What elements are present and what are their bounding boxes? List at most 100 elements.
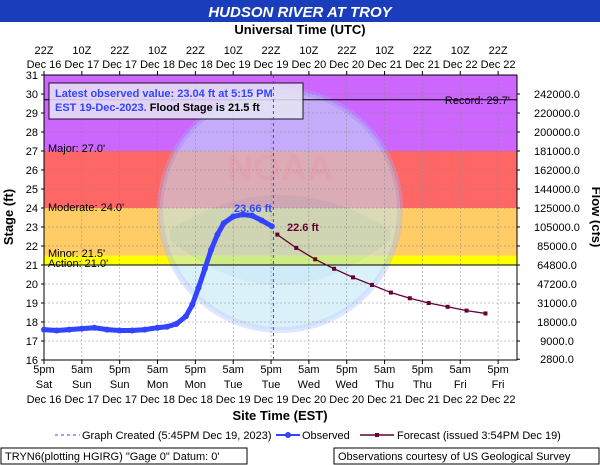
x-tick-label: 5pm <box>33 364 54 376</box>
x-top-tick-label: 10Z <box>451 45 470 57</box>
forecast-point <box>445 304 450 309</box>
x-tick-label: Dec 19 <box>254 394 289 406</box>
y-right-axis-title: Flow (cfs) <box>589 187 600 248</box>
flow-tick-label: 64800.0 <box>537 260 577 272</box>
latest-value-line1: Latest observed value: 23.04 ft at 5:15 … <box>55 88 273 100</box>
x-top-tick-label: 22Z <box>110 45 129 57</box>
x-tick-label: Dec 17 <box>102 394 137 406</box>
forecast-point <box>426 301 431 305</box>
observed-point <box>258 217 265 224</box>
observed-point <box>220 220 227 227</box>
x-tick-label: Dec 21 <box>367 394 402 406</box>
x-top-tick-label: Dec 19 <box>216 59 251 71</box>
x-top-tick-label: Dec 17 <box>102 59 137 71</box>
x-top-tick-label: Dec 19 <box>254 59 289 71</box>
forecast-start-annotation: 22.6 ft <box>287 222 319 234</box>
x-tick-label: Sun <box>72 379 92 391</box>
major-label: Major: 27.0' <box>48 143 105 155</box>
x-top-tick-label: 22Z <box>337 45 356 57</box>
observed-point <box>201 265 208 272</box>
forecast-point <box>294 245 299 250</box>
observed-point <box>214 231 221 238</box>
legend-forecast-marker <box>375 433 379 437</box>
x-top-tick-label: Dec 16 <box>27 59 62 71</box>
x-tick-label: 5pm <box>487 364 508 376</box>
forecast-point <box>351 275 356 280</box>
observed-point <box>154 324 161 331</box>
x-tick-label: Sun <box>110 379 130 391</box>
latest-value-date: EST 19-Dec-2023. <box>55 102 147 114</box>
y-tick-label: 21 <box>26 260 38 272</box>
series-layer <box>41 211 488 334</box>
legend: Graph Created (5:45PM Dec 19, 2023) Obse… <box>55 430 561 442</box>
x-tick-label: Fri <box>492 379 505 391</box>
peak-annotation: 23.66 ft <box>234 203 272 215</box>
latest-value-box <box>48 82 304 120</box>
watermark-logo-text: NOAA <box>227 147 333 188</box>
flow-tick-label: 85000.0 <box>537 241 577 253</box>
x-tick-label: Dec 20 <box>329 394 364 406</box>
x-tick-label: Dec 22 <box>481 394 516 406</box>
x-tick-label: 5pm <box>109 364 130 376</box>
observed-point <box>78 325 85 332</box>
x-top-tick-label: 10Z <box>375 45 394 57</box>
x-tick-label: 5am <box>71 364 92 376</box>
x-tick-label: Mon <box>147 379 168 391</box>
chart-title: HUDSON RIVER AT TROY <box>208 4 393 21</box>
x-top-tick-label: 22Z <box>262 45 281 57</box>
x-top-tick-label: 22Z <box>35 45 54 57</box>
legend-observed-label: Observed <box>302 430 350 442</box>
observed-point <box>249 212 256 219</box>
flow-tick-label: 47200.0 <box>537 279 577 291</box>
top-axis-title: Universal Time (UTC) <box>234 22 365 37</box>
x-tick-label: 5am <box>147 364 168 376</box>
observed-point <box>141 326 148 333</box>
observed-point <box>268 223 275 230</box>
flow-tick-label: 18000.0 <box>537 317 577 329</box>
observed-point <box>53 327 60 334</box>
svg-text:EST 19-Dec-2023. Flood Stage i: EST 19-Dec-2023. Flood Stage is 21.5 ft <box>55 102 260 114</box>
x-tick-label: 5am <box>298 364 319 376</box>
x-tick-label: 5pm <box>336 364 357 376</box>
x-tick-label: Dec 18 <box>140 394 175 406</box>
flow-tick-label: 200000.0 <box>534 127 580 139</box>
y-tick-label: 24 <box>26 203 38 215</box>
y-tick-label: 28 <box>26 127 38 139</box>
x-tick-label: Tue <box>224 379 243 391</box>
forecast-point <box>275 232 280 237</box>
legend-observed-marker <box>285 432 291 438</box>
y-tick-label: 30 <box>26 89 38 101</box>
x-top-tick-label: 22Z <box>186 45 205 57</box>
plot-border <box>43 74 518 361</box>
footer-left-box <box>0 447 248 465</box>
observed-point <box>189 301 196 308</box>
observed-point <box>195 284 202 291</box>
x-top-tick-label: 10Z <box>72 45 91 57</box>
flow-tick-label: 125000.0 <box>534 203 580 215</box>
observed-point <box>41 326 47 333</box>
observed-point <box>208 246 215 253</box>
x-tick-label: 5pm <box>412 364 433 376</box>
flow-tick-label: 144000.0 <box>534 184 580 196</box>
forecast-point <box>332 266 337 271</box>
x-tick-label: Dec 21 <box>405 394 440 406</box>
x-tick-label: Dec 20 <box>291 394 326 406</box>
legend-created-label: Graph Created (5:45PM Dec 19, 2023) <box>82 430 272 442</box>
x-top-tick-label: Dec 21 <box>405 59 440 71</box>
x-tick-label: Mon <box>185 379 206 391</box>
y-tick-label: 23 <box>26 222 38 234</box>
footer-right-box <box>333 447 600 465</box>
x-tick-label: Dec 17 <box>64 394 99 406</box>
x-tick-label: 5am <box>450 364 471 376</box>
flow-tick-label: 220000.0 <box>534 108 580 120</box>
x-tick-label: Wed <box>336 379 358 391</box>
forecast-point <box>483 311 488 316</box>
x-tick-label: Dec 22 <box>443 394 478 406</box>
x-top-tick-label: Dec 17 <box>64 59 99 71</box>
x-axis-ticks: 5pm Sat Dec 16 5am Sun Dec 17 5pm Sun Dec 17 5am M… <box>27 45 516 406</box>
x-top-tick-label: Dec 21 <box>367 59 402 71</box>
y-tick-label: 27 <box>26 146 38 158</box>
forecast-point <box>388 290 393 295</box>
moderate-label: Moderate: 24.0' <box>48 202 124 214</box>
x-top-tick-label: Dec 20 <box>291 59 326 71</box>
